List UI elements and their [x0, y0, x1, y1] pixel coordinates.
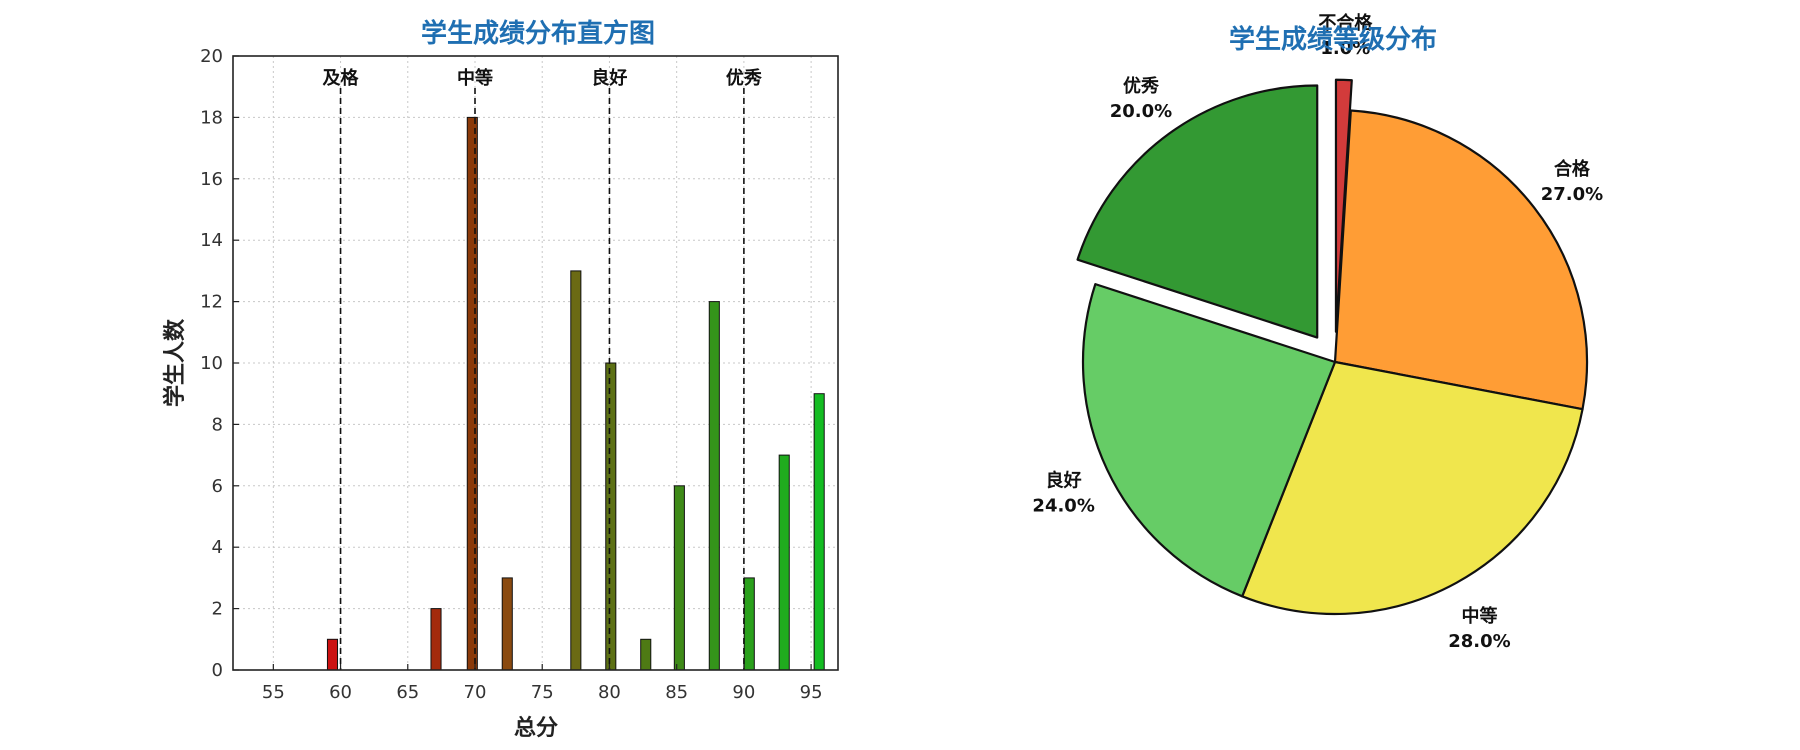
y-tick-label: 2 — [212, 599, 223, 620]
pie-title: 学生成绩等级分布 — [1229, 24, 1437, 55]
histogram-x-axis-label: 总分 — [514, 715, 558, 741]
x-tick-label: 75 — [531, 682, 554, 703]
y-tick-label: 4 — [212, 537, 223, 558]
y-tick-label: 16 — [200, 169, 223, 190]
x-tick-label: 80 — [598, 682, 621, 703]
y-tick-label: 14 — [200, 230, 223, 251]
histogram-y-ticks: 0 2 4 6 8 10 12 14 16 18 20 — [200, 46, 239, 681]
histogram-x-ticks: 55 60 65 70 75 80 85 90 95 — [262, 664, 823, 703]
y-tick-label: 10 — [200, 353, 223, 374]
pie-slice-percent: 24.0% — [1032, 496, 1094, 517]
threshold-label: 中等 — [457, 67, 493, 89]
pie-slice-label: 合格 — [1554, 158, 1591, 180]
pie-slice-percent: 28.0% — [1448, 631, 1510, 652]
pie-slice-label: 良好 — [1046, 470, 1082, 492]
pie-slice-percent: 1.0% — [1320, 38, 1370, 59]
pie-slice-label: 优秀 — [1123, 75, 1159, 97]
histogram-bar — [640, 638, 652, 671]
y-tick-label: 6 — [212, 476, 223, 497]
histogram-bar — [743, 577, 755, 671]
histogram-title: 学生成绩分布直方图 — [421, 18, 655, 49]
histogram-annotations: 及格 中等 良好 优秀 — [323, 67, 762, 670]
pie-slice — [1241, 360, 1584, 616]
pie-slices — [1076, 78, 1589, 616]
x-tick-label: 90 — [732, 682, 755, 703]
y-tick-label: 18 — [200, 107, 223, 128]
threshold-label: 良好 — [591, 67, 627, 89]
pie-slice — [1076, 84, 1319, 339]
histogram-bar — [501, 577, 513, 671]
histogram-bar — [778, 454, 790, 671]
y-tick-label: 0 — [212, 660, 223, 681]
x-tick-label: 55 — [262, 682, 285, 703]
histogram-bar — [813, 393, 825, 671]
y-tick-label: 12 — [200, 292, 223, 313]
histogram-bar — [605, 362, 617, 671]
histogram-bar — [570, 270, 582, 671]
histogram-bar — [708, 301, 720, 671]
pie-slice — [1333, 109, 1589, 411]
y-tick-label: 20 — [200, 46, 223, 67]
pie-chart: 不合格 1.0% 合格 27.0% 中等 28.0% 良好 24.0% 优秀 20.0% 学生成绩… — [1032, 12, 1603, 652]
pie-labels: 不合格 1.0% 合格 27.0% 中等 28.0% 良好 24.0% 优秀 20.0% — [1032, 12, 1603, 652]
threshold-label: 及格 — [323, 67, 360, 89]
y-tick-label: 8 — [212, 414, 223, 435]
x-tick-label: 85 — [665, 682, 688, 703]
histogram-y-axis-label: 学生人数 — [162, 318, 188, 407]
x-tick-label: 70 — [464, 682, 487, 703]
pie-slice — [1081, 283, 1337, 598]
pie-slice-percent: 27.0% — [1541, 184, 1603, 205]
histogram-chart: 学生成绩分布直方图 及格 中等 良好 优秀 55 60 65 70 75 80 85 90 95 0 2… — [162, 18, 839, 741]
x-tick-label: 65 — [396, 682, 419, 703]
histogram-bars — [326, 116, 825, 671]
histogram-bar — [466, 116, 478, 671]
pie-slice-label: 中等 — [1461, 605, 1497, 627]
histogram-bar — [673, 485, 685, 671]
x-tick-label: 60 — [329, 682, 352, 703]
x-tick-label: 95 — [800, 682, 823, 703]
histogram-bar — [326, 638, 339, 671]
histogram-bar — [430, 608, 442, 671]
pie-slice-label: 不合格 — [1318, 12, 1373, 34]
threshold-label: 优秀 — [726, 67, 762, 89]
pie-slice-percent: 20.0% — [1110, 101, 1172, 122]
